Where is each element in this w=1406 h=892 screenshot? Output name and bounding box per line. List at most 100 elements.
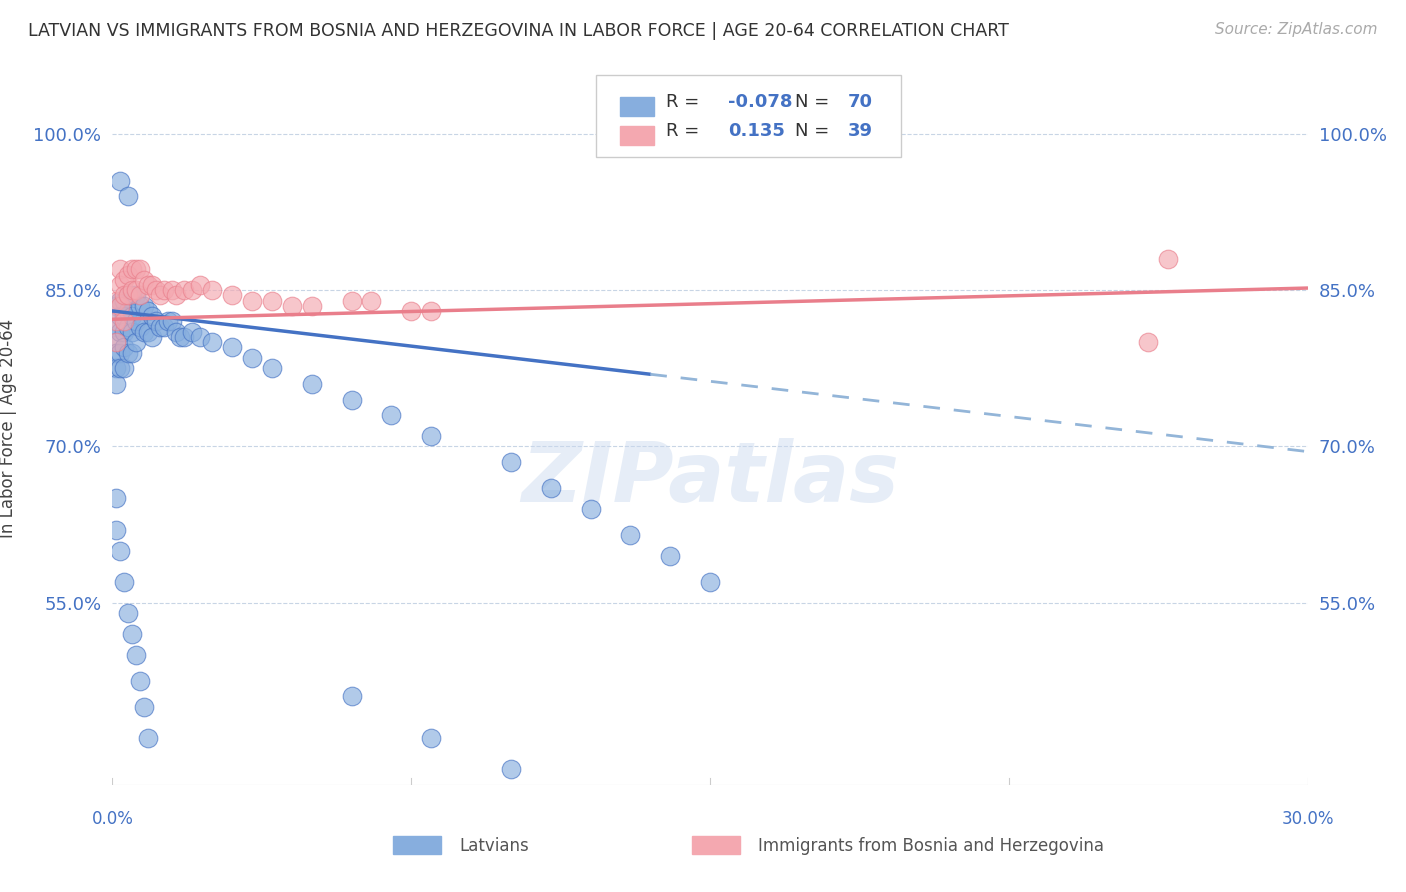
Point bbox=[188, 277, 211, 292]
Point bbox=[114, 314, 135, 328]
Point bbox=[105, 335, 128, 350]
Point bbox=[141, 277, 163, 292]
Point bbox=[1157, 252, 1180, 266]
Point bbox=[117, 268, 139, 282]
Text: 30.0%: 30.0% bbox=[1281, 810, 1334, 828]
Point bbox=[117, 319, 139, 334]
Point bbox=[221, 288, 243, 302]
Point bbox=[117, 189, 139, 203]
Point bbox=[129, 262, 152, 277]
Point bbox=[499, 455, 522, 469]
Point bbox=[138, 731, 160, 745]
Point bbox=[114, 288, 135, 302]
Point bbox=[141, 309, 163, 323]
Point bbox=[121, 325, 143, 339]
FancyBboxPatch shape bbox=[620, 97, 654, 116]
Text: Immigrants from Bosnia and Herzegovina: Immigrants from Bosnia and Herzegovina bbox=[758, 837, 1104, 855]
Point bbox=[117, 288, 139, 302]
Point bbox=[240, 293, 263, 308]
Point bbox=[129, 288, 152, 302]
Point bbox=[340, 293, 363, 308]
Point bbox=[162, 283, 183, 297]
Point bbox=[201, 283, 224, 297]
Point bbox=[129, 673, 152, 688]
Point bbox=[181, 283, 204, 297]
Point bbox=[125, 283, 148, 297]
Point bbox=[165, 325, 187, 339]
Point bbox=[114, 574, 135, 589]
Point bbox=[260, 361, 283, 376]
Point bbox=[173, 283, 195, 297]
Point bbox=[110, 262, 132, 277]
Point bbox=[157, 314, 180, 328]
Text: -0.078: -0.078 bbox=[728, 93, 793, 111]
Point bbox=[380, 408, 402, 422]
Point bbox=[145, 283, 167, 297]
Point bbox=[149, 319, 172, 334]
Point bbox=[240, 351, 263, 365]
Point bbox=[134, 273, 156, 287]
Point bbox=[105, 345, 128, 359]
Point bbox=[121, 262, 143, 277]
Point bbox=[499, 762, 522, 776]
Point bbox=[114, 273, 135, 287]
Point bbox=[134, 299, 156, 313]
Point bbox=[659, 549, 682, 563]
Point bbox=[110, 174, 132, 188]
Point bbox=[169, 330, 191, 344]
Point bbox=[1137, 335, 1160, 350]
Point bbox=[110, 277, 132, 292]
Point bbox=[149, 288, 172, 302]
Point bbox=[117, 304, 139, 318]
Point bbox=[110, 361, 132, 376]
Text: R =: R = bbox=[666, 93, 704, 111]
Point bbox=[125, 335, 148, 350]
Point bbox=[125, 262, 148, 277]
Point bbox=[129, 319, 152, 334]
Point bbox=[540, 481, 562, 495]
Point bbox=[181, 325, 204, 339]
Point bbox=[105, 314, 128, 328]
Point bbox=[125, 314, 148, 328]
Point bbox=[105, 299, 128, 313]
Point bbox=[162, 314, 183, 328]
Point bbox=[153, 319, 176, 334]
Point bbox=[110, 309, 132, 323]
Y-axis label: In Labor Force | Age 20-64: In Labor Force | Age 20-64 bbox=[0, 318, 17, 538]
Point bbox=[105, 491, 128, 506]
Point bbox=[145, 314, 167, 328]
Point bbox=[110, 325, 132, 339]
Point bbox=[420, 429, 443, 443]
FancyBboxPatch shape bbox=[620, 126, 654, 145]
Point bbox=[105, 376, 128, 391]
Text: N =: N = bbox=[794, 121, 835, 139]
Text: ZIPatlas: ZIPatlas bbox=[522, 438, 898, 518]
Point bbox=[117, 606, 139, 620]
Point bbox=[360, 293, 382, 308]
Point bbox=[105, 523, 128, 537]
Point bbox=[301, 376, 323, 391]
Text: R =: R = bbox=[666, 121, 704, 139]
Point bbox=[281, 299, 304, 313]
Point bbox=[121, 288, 143, 302]
Text: 39: 39 bbox=[848, 121, 873, 139]
Point bbox=[105, 319, 128, 334]
Point bbox=[134, 325, 156, 339]
Point bbox=[579, 502, 602, 516]
Text: N =: N = bbox=[794, 93, 835, 111]
Point bbox=[141, 330, 163, 344]
Text: Source: ZipAtlas.com: Source: ZipAtlas.com bbox=[1215, 22, 1378, 37]
Text: LATVIAN VS IMMIGRANTS FROM BOSNIA AND HERZEGOVINA IN LABOR FORCE | AGE 20-64 COR: LATVIAN VS IMMIGRANTS FROM BOSNIA AND HE… bbox=[28, 22, 1010, 40]
Point bbox=[129, 299, 152, 313]
Text: 70: 70 bbox=[848, 93, 873, 111]
Point bbox=[138, 304, 160, 318]
Point bbox=[105, 335, 128, 350]
Point bbox=[110, 293, 132, 308]
Point bbox=[121, 283, 143, 297]
Point bbox=[117, 288, 139, 302]
Point bbox=[699, 574, 721, 589]
Point bbox=[114, 293, 135, 308]
Point bbox=[114, 361, 135, 376]
Text: 0.135: 0.135 bbox=[728, 121, 785, 139]
Point bbox=[201, 335, 224, 350]
